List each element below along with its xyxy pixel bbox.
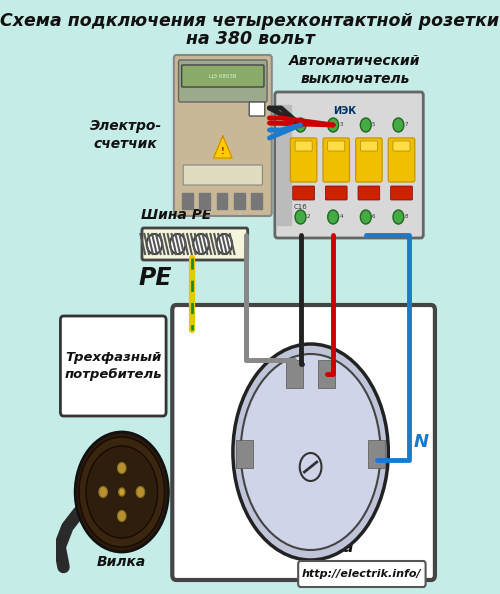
- Circle shape: [328, 118, 338, 132]
- Bar: [368, 440, 385, 468]
- Text: 1: 1: [306, 122, 310, 128]
- Circle shape: [216, 234, 232, 254]
- Text: 4: 4: [340, 214, 343, 220]
- Circle shape: [118, 488, 125, 496]
- Circle shape: [194, 234, 209, 254]
- Bar: [277, 105, 291, 225]
- Bar: [236, 440, 253, 468]
- Text: ЦЭ 6803В: ЦЭ 6803В: [209, 74, 236, 78]
- Circle shape: [118, 510, 126, 522]
- FancyBboxPatch shape: [388, 138, 414, 182]
- Ellipse shape: [240, 354, 380, 550]
- FancyBboxPatch shape: [183, 165, 262, 185]
- Bar: [182, 193, 194, 209]
- FancyBboxPatch shape: [182, 65, 264, 87]
- Bar: [234, 193, 244, 209]
- FancyBboxPatch shape: [174, 55, 272, 216]
- Circle shape: [295, 118, 306, 132]
- FancyBboxPatch shape: [356, 138, 382, 182]
- Bar: [200, 193, 210, 209]
- Circle shape: [136, 486, 144, 498]
- Text: http://electrik.info/: http://electrik.info/: [302, 569, 422, 579]
- FancyBboxPatch shape: [142, 228, 248, 260]
- Text: 6: 6: [372, 214, 376, 220]
- Text: 3: 3: [340, 122, 343, 128]
- FancyBboxPatch shape: [358, 186, 380, 200]
- FancyBboxPatch shape: [393, 141, 410, 151]
- Text: Шина РЕ: Шина РЕ: [141, 208, 212, 222]
- Text: на 380 вольт: на 380 вольт: [186, 30, 314, 48]
- Circle shape: [360, 118, 371, 132]
- Circle shape: [99, 486, 108, 498]
- Circle shape: [79, 437, 164, 547]
- Text: Розетка: Розетка: [283, 541, 354, 555]
- Text: Электро-
счетчик: Электро- счетчик: [90, 119, 162, 151]
- Circle shape: [328, 210, 338, 224]
- Text: Автоматический
выключатель: Автоматический выключатель: [289, 54, 420, 86]
- FancyBboxPatch shape: [60, 316, 166, 416]
- Text: 7: 7: [404, 122, 408, 128]
- Circle shape: [295, 210, 306, 224]
- FancyBboxPatch shape: [292, 186, 314, 200]
- FancyBboxPatch shape: [390, 186, 412, 200]
- Circle shape: [146, 234, 162, 254]
- FancyBboxPatch shape: [178, 60, 267, 102]
- FancyBboxPatch shape: [326, 186, 347, 200]
- FancyBboxPatch shape: [295, 141, 312, 151]
- Text: 2: 2: [306, 214, 310, 220]
- Circle shape: [300, 453, 322, 481]
- Text: Схема подключения четырехконтактной розетки: Схема подключения четырехконтактной розе…: [0, 12, 500, 30]
- FancyBboxPatch shape: [298, 561, 426, 587]
- FancyBboxPatch shape: [328, 141, 345, 151]
- FancyBboxPatch shape: [249, 102, 265, 116]
- Text: !: !: [221, 147, 224, 156]
- Bar: [286, 360, 303, 388]
- FancyBboxPatch shape: [275, 92, 424, 238]
- Circle shape: [170, 234, 186, 254]
- FancyBboxPatch shape: [172, 305, 435, 580]
- Circle shape: [393, 118, 404, 132]
- Circle shape: [86, 446, 158, 538]
- Text: N: N: [413, 433, 428, 451]
- Circle shape: [360, 210, 371, 224]
- FancyBboxPatch shape: [360, 141, 378, 151]
- Text: РЕ: РЕ: [138, 266, 172, 290]
- Text: 8: 8: [404, 214, 408, 220]
- Circle shape: [393, 210, 404, 224]
- Bar: [251, 193, 262, 209]
- FancyBboxPatch shape: [323, 138, 349, 182]
- Text: Вилка: Вилка: [97, 555, 146, 569]
- Text: Трехфазный
потребитель: Трехфазный потребитель: [64, 351, 162, 381]
- Circle shape: [118, 463, 126, 473]
- Text: 5: 5: [372, 122, 376, 128]
- Text: C16: C16: [294, 204, 308, 210]
- Text: ИЭК: ИЭК: [333, 106, 356, 116]
- Bar: [318, 360, 336, 388]
- FancyBboxPatch shape: [290, 138, 317, 182]
- Polygon shape: [214, 136, 232, 158]
- Ellipse shape: [233, 344, 388, 560]
- Bar: [216, 193, 228, 209]
- Circle shape: [75, 432, 168, 552]
